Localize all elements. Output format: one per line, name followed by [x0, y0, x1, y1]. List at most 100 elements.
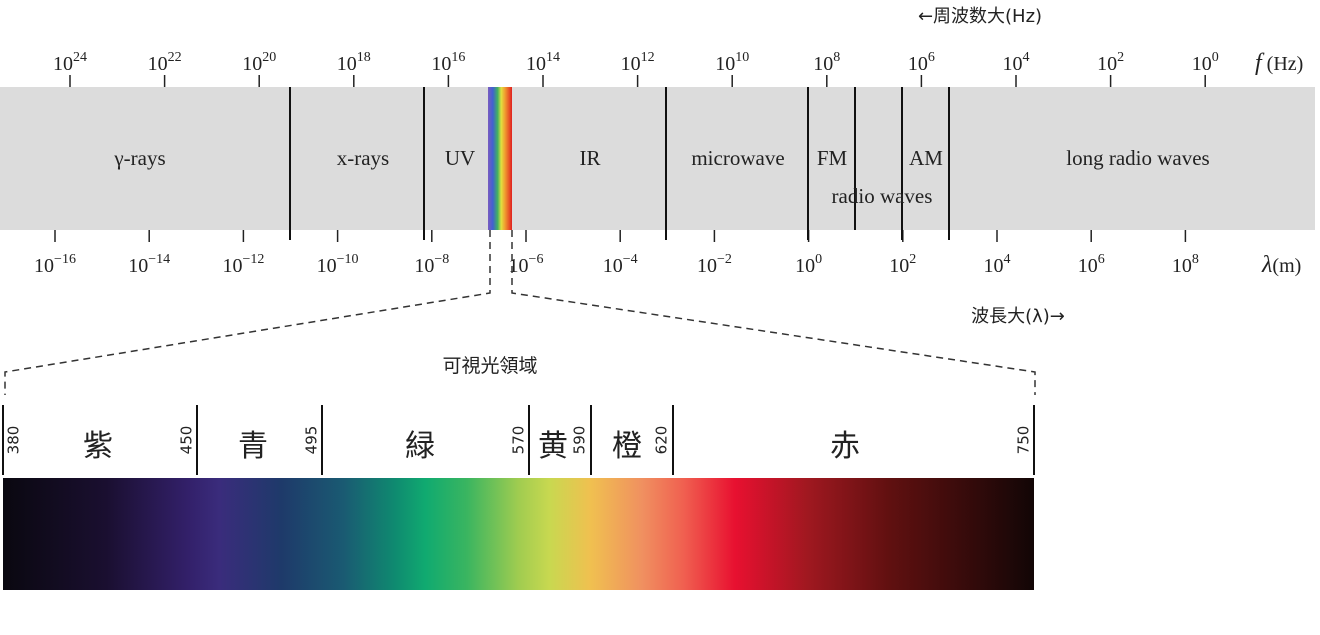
- exponent: −6: [529, 252, 544, 267]
- wavelength-nm: 590: [571, 426, 589, 455]
- unit: (Hz): [1267, 53, 1304, 75]
- tick-label: 104: [984, 252, 1011, 277]
- tick-label: 10−14: [128, 252, 170, 277]
- tick-label: 106: [908, 50, 935, 75]
- exponent: 8: [833, 50, 840, 65]
- tick-label: 1022: [148, 50, 182, 75]
- base: 10: [908, 53, 928, 75]
- tick-label: 1010: [715, 50, 749, 75]
- exponent: 8: [1192, 252, 1199, 267]
- base: 10: [53, 53, 73, 75]
- color-name: 紫: [83, 429, 113, 464]
- exponent: −2: [717, 252, 732, 267]
- exponent: −14: [148, 252, 170, 267]
- tick-label: 108: [813, 50, 840, 75]
- color-name: 黄: [538, 429, 568, 464]
- base: 10: [697, 255, 717, 277]
- band-label: UV: [445, 146, 475, 170]
- base: 10: [1192, 53, 1212, 75]
- spectrum-band: [0, 87, 1315, 230]
- tick-label: 1014: [526, 50, 560, 75]
- base: 10: [509, 255, 529, 277]
- exponent: 12: [641, 50, 655, 65]
- exponent: −4: [623, 252, 638, 267]
- exponent: 24: [73, 50, 87, 65]
- base: 10: [1003, 53, 1023, 75]
- base: 10: [1097, 53, 1117, 75]
- base: 10: [128, 255, 148, 277]
- wavelength-nm: 380: [5, 426, 23, 455]
- tick-label: 104: [1003, 50, 1030, 75]
- tick-label: 1018: [337, 50, 371, 75]
- symbol: λ: [1261, 252, 1272, 278]
- exponent: 14: [546, 50, 560, 65]
- band-label: long radio waves: [1066, 146, 1209, 170]
- visible-title: 可視光領域: [442, 355, 537, 377]
- exponent: 2: [909, 252, 916, 267]
- base: 10: [603, 255, 623, 277]
- base: 10: [317, 255, 337, 277]
- exponent: −16: [54, 252, 76, 267]
- base: 10: [526, 53, 546, 75]
- base: 10: [34, 255, 54, 277]
- exponent: −10: [337, 252, 359, 267]
- unit: (m): [1272, 255, 1301, 277]
- band-label: AM: [909, 146, 943, 170]
- base: 10: [715, 53, 735, 75]
- base: 10: [621, 53, 641, 75]
- exponent: 10: [735, 50, 749, 65]
- tick-label: 10−12: [222, 252, 264, 277]
- tick-label: 10−4: [603, 252, 638, 277]
- base: 10: [148, 53, 168, 75]
- symbol: f: [1255, 50, 1265, 76]
- wavelength-direction: 波長大(λ)→: [971, 306, 1065, 327]
- tick-label: 100: [1192, 50, 1219, 75]
- visible-spectrum: [3, 478, 1034, 590]
- base: 10: [414, 255, 434, 277]
- tick-label: 100: [795, 252, 822, 277]
- base: 10: [242, 53, 262, 75]
- base: 10: [984, 255, 1004, 277]
- wavelength-nm: 450: [178, 426, 196, 455]
- band-label: γ-rays: [113, 146, 165, 170]
- exponent: 4: [1023, 50, 1030, 65]
- base: 10: [1078, 255, 1098, 277]
- exponent: 20: [262, 50, 276, 65]
- exponent: 0: [1212, 50, 1219, 65]
- visible-strip: [488, 87, 512, 230]
- exponent: 6: [1098, 252, 1105, 267]
- band-label: IR: [580, 146, 601, 170]
- base: 10: [222, 255, 242, 277]
- exponent: 4: [1004, 252, 1011, 267]
- tick-label: 106: [1078, 252, 1105, 277]
- band-label: radio waves: [832, 184, 933, 208]
- base: 10: [795, 255, 815, 277]
- tick-label: 10−2: [697, 252, 732, 277]
- color-name: 赤: [830, 429, 860, 464]
- base: 10: [813, 53, 833, 75]
- tick-label: 102: [889, 252, 916, 277]
- band-label: microwave: [691, 146, 784, 170]
- exponent: 16: [451, 50, 465, 65]
- tick-label: 1012: [621, 50, 655, 75]
- base: 10: [889, 255, 909, 277]
- wavelength-nm: 620: [653, 426, 671, 455]
- base: 10: [431, 53, 451, 75]
- exponent: 2: [1117, 50, 1124, 65]
- exponent: 18: [357, 50, 371, 65]
- exponent: 22: [168, 50, 182, 65]
- tick-label: 10−10: [317, 252, 359, 277]
- color-name: 緑: [405, 429, 435, 464]
- tick-label: 108: [1172, 252, 1199, 277]
- tick-label: 10−8: [414, 252, 449, 277]
- band-label: FM: [817, 146, 848, 170]
- tick-label: 1016: [431, 50, 465, 75]
- tick-label: 10−16: [34, 252, 76, 277]
- color-name: 青: [238, 429, 268, 464]
- zoom-lines: [4, 230, 1036, 395]
- base: 10: [1172, 255, 1192, 277]
- exponent: 0: [815, 252, 822, 267]
- exponent: −8: [434, 252, 449, 267]
- tick-label: 10−6: [509, 252, 544, 277]
